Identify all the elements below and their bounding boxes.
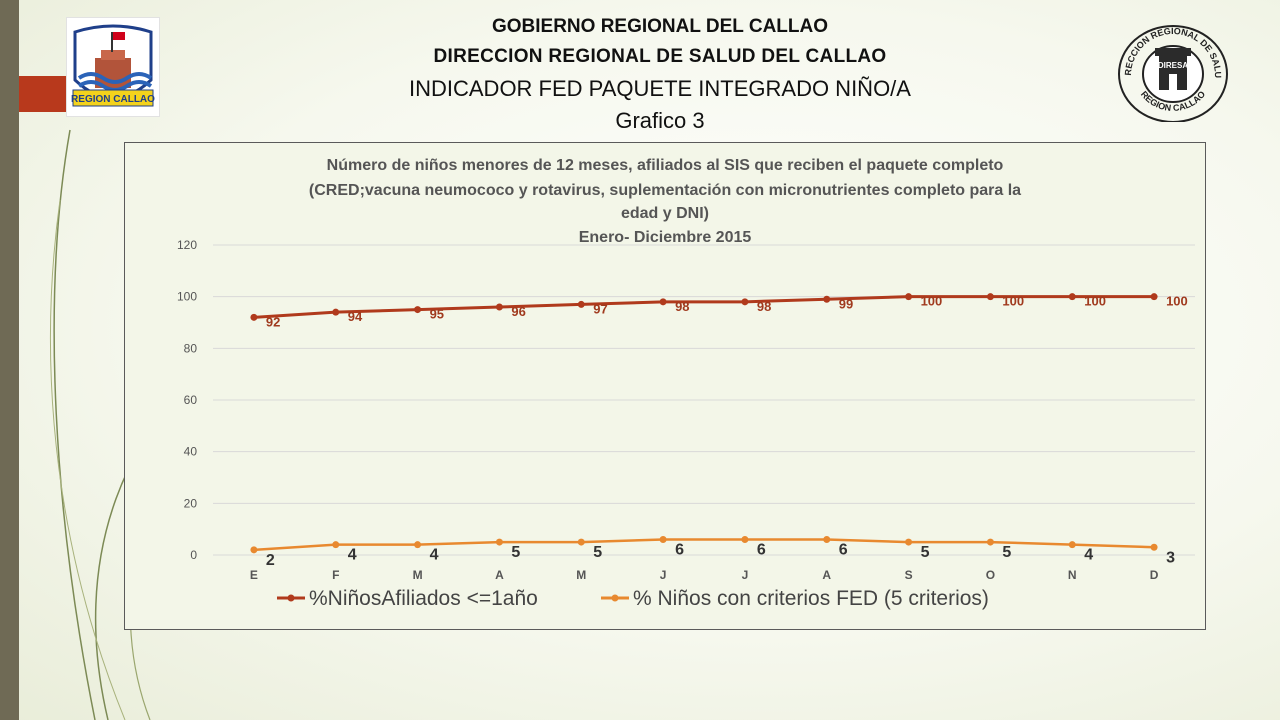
x-tick-label: E — [250, 568, 258, 582]
data-point — [414, 541, 422, 549]
data-label: 6 — [839, 542, 848, 559]
left-decor-bar — [0, 0, 19, 720]
header-line-3: INDICADOR FED PAQUETE INTEGRADO NIÑO/A — [409, 76, 911, 101]
data-point — [741, 298, 749, 306]
data-label: 99 — [839, 296, 853, 311]
data-label: 4 — [430, 547, 439, 564]
series-group: 92 94 95 96 97 98 98 99 100 100 100 100 2 4 4 5 5 6 6 6 5 5 4 3 — [250, 293, 1188, 569]
data-label: 5 — [511, 544, 520, 561]
legend-label: % Niños con criterios FED (5 criterios) — [633, 587, 989, 610]
data-label: 4 — [348, 547, 357, 564]
legend-item-2: % Niños con criterios FED (5 criterios) — [601, 587, 989, 610]
data-label: 5 — [1002, 544, 1011, 561]
header-line-2: DIRECCION REGIONAL DE SALUD DEL CALLAO — [433, 46, 887, 67]
chart-title-line-1: Número de niños menores de 12 meses, afi… — [327, 157, 1004, 174]
series-2: 2 4 4 5 5 6 6 6 5 5 4 3 — [250, 536, 1175, 569]
left-logo-text: REGION CALLAO — [71, 94, 155, 105]
x-tick-label: O — [986, 568, 995, 582]
y-tick-label: 100 — [177, 290, 197, 304]
data-label: 98 — [675, 299, 689, 314]
data-label: 95 — [430, 307, 444, 322]
data-point — [1150, 543, 1158, 551]
data-point — [986, 538, 994, 546]
y-tick-label: 80 — [184, 341, 198, 355]
data-label: 6 — [757, 542, 766, 559]
x-tick-label: N — [1068, 568, 1077, 582]
data-point — [577, 538, 585, 546]
y-tick-label: 120 — [177, 238, 197, 252]
region-callao-logo: REGION CALLAO — [66, 17, 160, 117]
data-point — [577, 300, 585, 308]
data-label: 100 — [1166, 294, 1188, 309]
data-label: 4 — [1084, 547, 1093, 564]
data-label: 2 — [266, 552, 275, 569]
data-point — [905, 293, 913, 301]
data-point — [1150, 293, 1158, 301]
data-label: 100 — [921, 294, 943, 309]
chart-title-line-2: (CRED;vacuna neumococo y rotavirus, supl… — [309, 182, 1021, 199]
x-tick-label: S — [905, 568, 913, 582]
data-point — [986, 293, 994, 301]
gridlines — [213, 244, 1195, 556]
line-chart: Número de niños menores de 12 meses, afi… — [177, 157, 1195, 610]
data-label: 3 — [1166, 549, 1175, 566]
data-label: 100 — [1084, 294, 1106, 309]
data-point — [495, 303, 503, 311]
data-point — [250, 546, 258, 554]
data-point — [1068, 293, 1076, 301]
x-tick-label: J — [742, 568, 749, 582]
x-tick-label: M — [413, 568, 423, 582]
y-tick-label: 40 — [184, 445, 198, 459]
series-1: 92 94 95 96 97 98 98 99 100 100 100 100 — [250, 293, 1188, 329]
legend: %NiñosAfiliados <=1año % Niños con criter… — [277, 587, 989, 610]
data-point — [659, 536, 667, 543]
data-point — [250, 313, 258, 321]
data-label: 92 — [266, 314, 280, 329]
x-tick-label: A — [495, 568, 504, 582]
legend-item-1: %NiñosAfiliados <=1año — [277, 587, 538, 610]
data-label: 5 — [921, 544, 930, 561]
diresa-logo: DIRECCION REGIONAL DE SALUD REGION CALLA… — [1112, 10, 1231, 123]
data-point — [414, 306, 422, 314]
data-point — [332, 308, 340, 316]
x-tick-label: M — [576, 568, 586, 582]
header-line-4: Grafico 3 — [615, 108, 705, 133]
x-tick-label: D — [1150, 568, 1159, 582]
x-tick-label: J — [660, 568, 667, 582]
legend-marker — [287, 594, 295, 602]
legend-marker — [611, 594, 619, 602]
legend-label: %NiñosAfiliados <=1año — [309, 587, 538, 610]
y-tick-label: 60 — [184, 393, 198, 407]
y-tick-label: 0 — [190, 548, 197, 562]
data-label: 100 — [1002, 294, 1024, 309]
data-label: 97 — [593, 301, 607, 316]
data-point — [1068, 541, 1076, 549]
data-label: 94 — [348, 309, 363, 324]
data-point — [495, 538, 503, 546]
right-logo-badge: DIRESA — [1158, 61, 1188, 70]
chart-title-line-4: Enero- Diciembre 2015 — [579, 229, 752, 246]
data-point — [905, 538, 913, 546]
data-point — [741, 536, 749, 543]
header-line-1: GOBIERNO REGIONAL DEL CALLAO — [491, 16, 829, 37]
chart-title-line-3: edad y DNI) — [621, 205, 709, 222]
x-tick-label: A — [822, 568, 831, 582]
x-tick-label: F — [332, 568, 339, 582]
chart-title: Número de niños menores de 12 meses, afi… — [309, 157, 1021, 246]
series-line — [253, 295, 1155, 319]
data-label: 96 — [511, 304, 525, 319]
y-axis-ticks: 0 20 40 60 80 100 120 — [177, 238, 197, 562]
chart-frame: Número de niños menores de 12 meses, afi… — [124, 142, 1206, 630]
y-tick-label: 20 — [184, 496, 198, 510]
series-line — [253, 538, 1155, 552]
data-label: 5 — [593, 544, 602, 561]
data-label: 6 — [675, 542, 684, 559]
data-point — [332, 541, 340, 549]
data-point — [659, 298, 667, 306]
data-point — [823, 295, 831, 303]
data-point — [823, 536, 831, 543]
data-label: 98 — [757, 299, 771, 314]
